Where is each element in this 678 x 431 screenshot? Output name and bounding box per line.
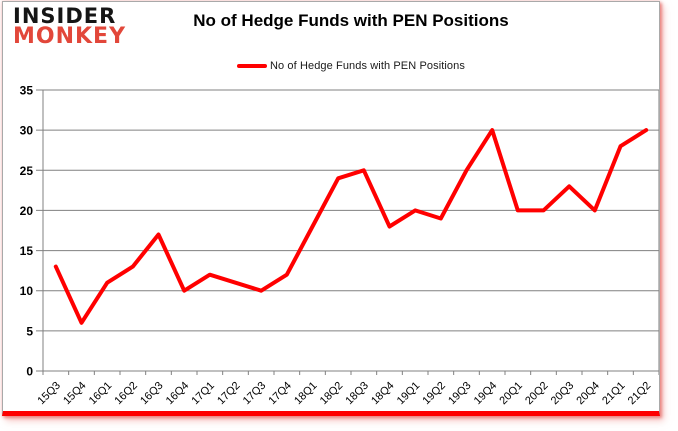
y-axis-label-30: 30 [20, 124, 34, 138]
y-axis-label-10: 10 [20, 284, 34, 298]
insider-monkey-logo: INSIDER MONKEY [13, 4, 127, 50]
x-axis-label-17Q3: 17Q3 [241, 380, 269, 406]
x-axis-label-19Q4: 19Q4 [472, 380, 500, 406]
chart-widget: INSIDER MONKEY No of Hedge Funds with PE… [2, 1, 660, 416]
y-axis-label-35: 35 [20, 84, 34, 98]
x-axis-label-18Q3: 18Q3 [343, 380, 371, 406]
x-axis-label-21Q1: 21Q1 [600, 380, 628, 406]
x-axis-label-15Q4: 15Q4 [61, 380, 89, 406]
x-axis-label-20Q1: 20Q1 [497, 380, 525, 406]
chart-plot: 0510152025303515Q315Q416Q116Q216Q316Q417… [20, 84, 659, 406]
y-axis-label-5: 5 [26, 324, 33, 338]
chart-title: No of Hedge Funds with PEN Positions [193, 11, 509, 30]
x-axis-label-20Q3: 20Q3 [549, 380, 577, 406]
y-axis-label-20: 20 [20, 204, 34, 218]
x-axis-label-18Q1: 18Q1 [292, 380, 320, 406]
y-axis-label-0: 0 [26, 365, 33, 379]
x-axis-label-17Q4: 17Q4 [266, 380, 294, 406]
x-axis-label-16Q4: 16Q4 [164, 380, 192, 406]
legend-label: No of Hedge Funds with PEN Positions [270, 60, 465, 72]
x-axis-label-15Q3: 15Q3 [35, 380, 63, 406]
logo-line-insider: INSIDER [13, 4, 117, 28]
x-axis-label-17Q1: 17Q1 [189, 380, 217, 406]
x-axis-label-19Q3: 19Q3 [446, 380, 474, 406]
logo-line-monkey: MONKEY [13, 24, 127, 50]
data-line-no-of-hedge-funds-with-pen-positions [53, 128, 649, 325]
x-axis-label-17Q2: 17Q2 [215, 380, 243, 406]
x-axis-label-19Q1: 19Q1 [395, 380, 423, 406]
x-axis-label-18Q4: 18Q4 [369, 380, 397, 406]
y-axis-label-15: 15 [20, 244, 34, 258]
x-axis-label-18Q2: 18Q2 [318, 380, 346, 406]
x-axis-label-16Q3: 16Q3 [138, 380, 166, 406]
x-axis-label-21Q2: 21Q2 [626, 380, 654, 406]
y-axis-label-25: 25 [20, 164, 34, 178]
legend-line-swatch [237, 64, 267, 68]
x-axis-label-20Q2: 20Q2 [523, 380, 551, 406]
x-axis-label-16Q2: 16Q2 [112, 380, 140, 406]
chart-legend: No of Hedge Funds with PEN Positions [43, 60, 659, 72]
x-axis-label-16Q1: 16Q1 [87, 380, 115, 406]
x-axis-label-19Q2: 19Q2 [420, 380, 448, 406]
x-axis-label-20Q4: 20Q4 [574, 380, 602, 406]
